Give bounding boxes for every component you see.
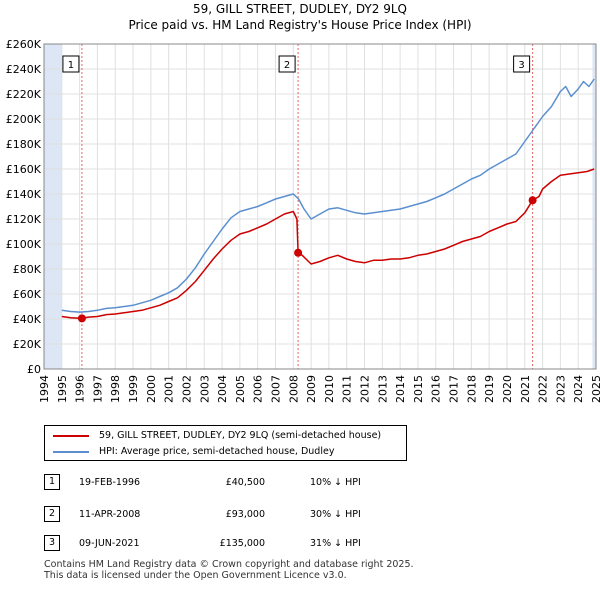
x-tick-label: 2024 xyxy=(572,375,585,403)
annotation-label: 1 xyxy=(68,60,74,71)
transaction-price: £40,500 xyxy=(225,477,265,488)
footer-copyright: Contains HM Land Registry data © Crown c… xyxy=(44,559,414,570)
property-series-line xyxy=(61,168,595,320)
x-tick-label: 2003 xyxy=(198,375,211,403)
annotation-label: 2 xyxy=(284,60,290,71)
y-tick-label: £120K xyxy=(6,213,42,226)
y-tick-label: £100K xyxy=(6,238,42,251)
transaction-hpi-diff: 10% ↓ HPI xyxy=(310,477,361,488)
x-tick-label: 1996 xyxy=(74,375,87,403)
transaction-hpi-diff: 30% ↓ HPI xyxy=(310,509,361,520)
x-tick-label: 2023 xyxy=(554,375,567,403)
x-tick-label: 2016 xyxy=(430,375,443,403)
x-tick-label: 2014 xyxy=(394,375,407,403)
shaded-range xyxy=(44,44,62,369)
x-tick-label: 2022 xyxy=(537,375,550,403)
chart-title-subtitle: Price paid vs. HM Land Registry's House … xyxy=(128,18,472,32)
y-tick-label: £240K xyxy=(6,63,42,76)
x-tick-label: 1998 xyxy=(109,375,122,403)
legend-swatch-hpi xyxy=(53,451,89,453)
transaction-date: 09-JUN-2021 xyxy=(79,538,140,549)
annotation-label: 3 xyxy=(518,60,524,71)
transaction-point xyxy=(77,314,86,323)
x-tick-label: 2002 xyxy=(180,375,193,403)
x-tick-label: 2020 xyxy=(501,375,514,403)
chart-title-address: 59, GILL STREET, DUDLEY, DY2 9LQ xyxy=(193,2,407,16)
footer-license: This data is licensed under the Open Gov… xyxy=(44,570,347,581)
x-tick-label: 1995 xyxy=(56,375,69,403)
x-tick-label: 2011 xyxy=(341,375,354,403)
x-tick-label: 2018 xyxy=(465,375,478,403)
transaction-date: 11-APR-2008 xyxy=(79,509,141,520)
x-tick-label: 2000 xyxy=(145,375,158,403)
annotation-box xyxy=(62,55,80,73)
x-tick-label: 2001 xyxy=(163,375,176,403)
price-chart: 1 2 3 £0 £20K £40K £60K £80K £100K £120K £140K £160… xyxy=(6,38,600,403)
y-tick-label: £180K xyxy=(6,138,42,151)
y-tick-label: £40K xyxy=(13,313,42,326)
transaction-price: £135,000 xyxy=(219,538,265,549)
x-tick-label: 2021 xyxy=(519,375,532,403)
x-tick-label: 2025 xyxy=(590,375,600,403)
y-tick-label: £200K xyxy=(6,113,42,126)
y-tick-label: £160K xyxy=(6,163,42,176)
x-tick-label: 2012 xyxy=(359,375,372,403)
x-tick-label: 2005 xyxy=(234,375,247,403)
transaction-price: £93,000 xyxy=(225,509,265,520)
footer: Contains HM Land Registry data © Crown c… xyxy=(44,559,414,581)
x-tick-label: 2008 xyxy=(287,375,300,403)
transaction-hpi-diff: 31% ↓ HPI xyxy=(310,538,361,549)
x-tick-label: 2004 xyxy=(216,375,229,403)
transaction-badge: 3 xyxy=(44,535,60,551)
annotation-box xyxy=(278,55,296,73)
plot-frame xyxy=(43,43,597,370)
x-tick-label: 2015 xyxy=(412,375,425,403)
x-tick-label: 1997 xyxy=(91,375,104,403)
y-tick-label: £0 xyxy=(27,363,41,376)
transaction-badge: 2 xyxy=(44,506,60,522)
y-tick-label: £260K xyxy=(6,38,42,51)
transaction-badge: 1 xyxy=(44,474,60,490)
x-tick-label: 2013 xyxy=(376,375,389,403)
x-tick-label: 2010 xyxy=(323,375,336,403)
chart-legend: 59, GILL STREET, DUDLEY, DY2 9LQ (semi-d… xyxy=(44,425,407,461)
y-tick-label: £20K xyxy=(13,338,42,351)
transaction-point xyxy=(528,196,537,205)
y-tick-label: £140K xyxy=(6,188,42,201)
y-tick-label: £220K xyxy=(6,88,42,101)
y-tick-label: £80K xyxy=(13,263,42,276)
legend-label-hpi: HPI: Average price, semi-detached house,… xyxy=(99,446,335,457)
x-tick-label: 2006 xyxy=(252,375,265,403)
y-tick-label: £60K xyxy=(13,288,42,301)
x-tick-label: 2007 xyxy=(269,375,282,403)
legend-label-property: 59, GILL STREET, DUDLEY, DY2 9LQ (semi-d… xyxy=(99,430,382,441)
legend-swatch-property xyxy=(53,435,89,437)
hpi-series-line xyxy=(61,78,595,313)
x-tick-label: 1999 xyxy=(127,375,140,403)
x-tick-label: 2019 xyxy=(483,375,496,403)
x-tick-label: 2009 xyxy=(305,375,318,403)
x-tick-label: 1994 xyxy=(38,375,51,403)
transaction-date: 19-FEB-1996 xyxy=(79,477,141,488)
transaction-point xyxy=(294,248,303,257)
x-tick-label: 2017 xyxy=(448,375,461,403)
shaded-range xyxy=(592,44,596,369)
annotation-box xyxy=(513,55,531,73)
